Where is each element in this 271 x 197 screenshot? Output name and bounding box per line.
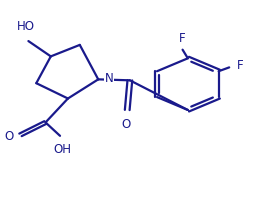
Text: OH: OH (54, 143, 72, 156)
Text: N: N (105, 72, 114, 85)
Text: O: O (121, 118, 131, 131)
Text: HO: HO (17, 20, 35, 33)
Text: F: F (179, 32, 186, 45)
Text: O: O (5, 130, 14, 143)
Text: F: F (237, 59, 244, 72)
